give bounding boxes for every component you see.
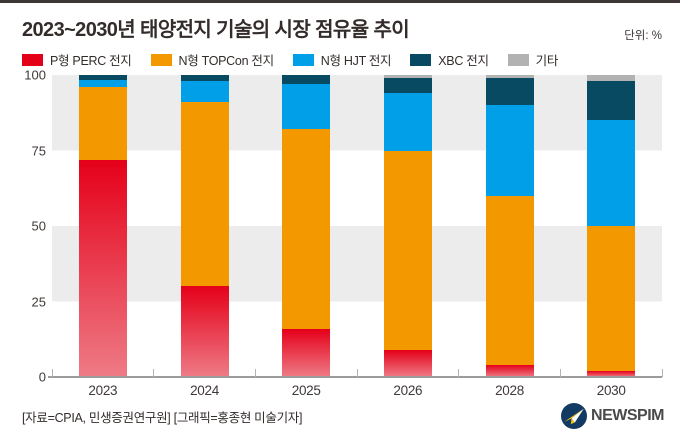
bar-segment (78, 75, 127, 80)
bar-segment (180, 75, 229, 82)
legend-item-topcon: N형 TOPCon 전지 (150, 50, 275, 69)
bar-segment (587, 81, 636, 121)
axis-tick (458, 369, 460, 377)
newspim-logo-text: NEWSPIM (591, 407, 664, 424)
hjt-swatch-icon (292, 53, 314, 66)
legend: P형 PERC 전지 N형 TOPCon 전지 N형 HJT 전지 XBC 전지… (22, 50, 558, 69)
bar-segment (282, 328, 331, 377)
bar-segment (587, 226, 636, 371)
stacked-bar-2026 (383, 75, 432, 377)
bar-segment (587, 75, 636, 82)
bar-segment (383, 349, 432, 377)
stacked-bar-2028 (485, 75, 534, 377)
legend-label: P형 PERC 전지 (50, 54, 132, 68)
y-tick-label: 100 (24, 67, 46, 83)
legend-label: N형 TOPCon 전지 (178, 54, 275, 68)
y-tick-label: 0 (38, 369, 46, 385)
bar-segment (485, 105, 534, 196)
x-tick-label: 2025 (291, 383, 321, 398)
unit-label: 단위: % (624, 30, 662, 42)
x-tick-label: 2023 (88, 383, 118, 398)
x-tick-label: 2024 (190, 383, 219, 398)
legend-item-perc: P형 PERC 전지 (22, 50, 132, 69)
bar-segment (78, 159, 127, 377)
stacked-bar-2030 (587, 75, 636, 377)
bar-column-2028 (459, 75, 561, 377)
y-tick-label: 50 (31, 218, 46, 234)
bar-segment (383, 93, 432, 151)
y-axis: 0 25 50 75 100 (0, 68, 46, 385)
x-axis-line (48, 376, 662, 378)
legend-label: 기타 (535, 54, 559, 68)
bar-column-2024 (154, 75, 256, 377)
xbc-swatch-icon (410, 53, 432, 66)
top-border-rule (0, 0, 680, 3)
newspim-logo: NEWSPIM (561, 403, 664, 429)
bar-segment (282, 75, 331, 85)
newspim-logo-icon (561, 403, 588, 429)
legend-item-etc: 기타 (507, 50, 559, 69)
bar-segment (180, 102, 229, 287)
bar-column-2026 (357, 75, 459, 377)
bar-segment (485, 195, 534, 365)
bar-segment (383, 78, 432, 94)
bar-segment (78, 79, 127, 88)
legend-item-xbc: XBC 전지 (410, 50, 489, 69)
axis-tick (661, 369, 663, 377)
bar-segment (587, 120, 636, 226)
bar-segment (78, 87, 127, 160)
bar-segment (485, 78, 534, 106)
topcon-swatch-icon (150, 53, 172, 66)
axis-tick (153, 369, 155, 377)
x-tick-label: 2026 (393, 383, 423, 398)
x-tick-label: 2028 (495, 383, 524, 398)
y-tick-label: 75 (31, 143, 46, 158)
x-tick-label: 2030 (596, 383, 626, 398)
bar-segment (180, 286, 229, 377)
x-axis-labels: 2023 2024 2025 2026 2028 2030 (52, 383, 662, 398)
bar-segment (485, 364, 534, 377)
bar-column-2025 (255, 75, 357, 377)
bar-segment (282, 84, 331, 130)
bar-column-2030 (560, 75, 662, 377)
plot-area (48, 75, 663, 378)
bar-segment (587, 370, 636, 377)
bar-columns (52, 75, 662, 377)
legend-label: XBC 전지 (438, 54, 489, 68)
chart-title: 2023~2030년 태양전지 기술의 시장 점유율 추이 (22, 19, 410, 41)
axis-tick (254, 369, 256, 377)
bar-segment (180, 81, 229, 103)
axis-tick (356, 369, 358, 377)
legend-item-hjt: N형 HJT 전지 (292, 50, 392, 69)
bar-segment (282, 129, 331, 329)
etc-swatch-icon (507, 53, 529, 66)
bar-segment (383, 75, 432, 79)
bar-column-2023 (52, 75, 154, 377)
legend-label: N형 HJT 전지 (320, 54, 392, 68)
stacked-bar-2024 (180, 75, 229, 377)
perc-swatch-icon (22, 53, 43, 66)
y-tick-label: 25 (31, 294, 46, 309)
stacked-bar-2025 (282, 75, 331, 377)
source-credit: [자료=CPIA, 민생증권연구원] [그래픽=홍종현 미술기자] (22, 411, 303, 425)
bar-segment (485, 75, 534, 79)
axis-tick (51, 369, 53, 377)
stacked-bar-2023 (78, 75, 127, 377)
axis-tick (559, 369, 561, 377)
bar-segment (383, 150, 432, 350)
